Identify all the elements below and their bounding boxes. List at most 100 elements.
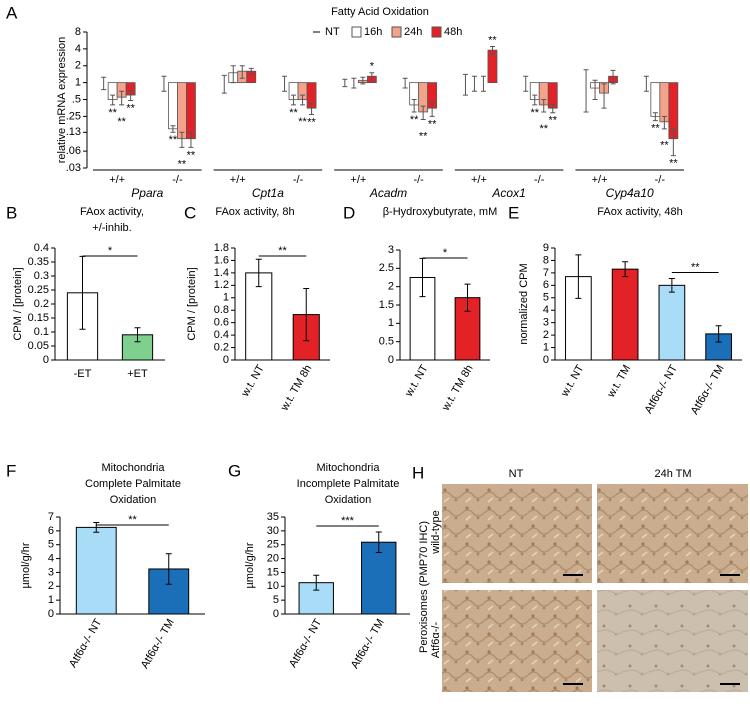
micrograph [442, 590, 592, 692]
x-tick-label: Atf6α-/- NT [643, 363, 681, 416]
error-bar [575, 254, 582, 299]
y-tick-label: 0 [273, 608, 279, 620]
chart-title: Incomplete Palmitate [297, 478, 400, 490]
y-tick-label: .06 [66, 145, 81, 157]
micrograph [597, 484, 748, 583]
error-bar [402, 77, 408, 89]
error-bar [715, 325, 722, 343]
y-tick-label: 3 [48, 566, 54, 578]
y-tick-label: 4 [48, 552, 54, 564]
y-tick-label: 5 [543, 292, 549, 304]
error-bar [248, 67, 254, 75]
error-bar [101, 76, 107, 91]
bar [168, 82, 178, 130]
error-bar [411, 99, 417, 113]
y-tick-label: 0.2 [34, 298, 49, 310]
error-bar [291, 94, 297, 106]
significance: ** [187, 149, 196, 161]
error-bar [255, 258, 262, 288]
group-label: Acadm [369, 186, 407, 200]
significance: * [370, 61, 375, 73]
y-tick-label: 0 [43, 354, 49, 366]
legend-swatch [391, 26, 402, 38]
y-tick-label: 1.5 [379, 299, 394, 311]
error-bar [480, 75, 486, 92]
y-tick-label: 0.25 [28, 284, 49, 296]
significance: ** [410, 114, 419, 126]
significance: ** [298, 116, 307, 128]
significance: ** [126, 102, 135, 114]
y-tick-label: 0.2 [214, 341, 229, 353]
x-tick-label: Atf6α-/- NT [287, 617, 325, 670]
panel-label: G [228, 461, 241, 480]
error-bar [170, 125, 176, 133]
y-tick-label: 0 [543, 354, 549, 366]
y-tick-label: 25 [267, 539, 279, 551]
group-label: Acox1 [491, 186, 525, 200]
row-title: Peroxisomes (PMP70 IHC) [418, 521, 430, 653]
x-tick-label: w.t. TM 8h [439, 363, 475, 414]
error-bar [523, 75, 529, 92]
chart-title: Mitochondria [317, 462, 381, 474]
bar [75, 526, 117, 615]
error-bar [643, 75, 649, 92]
chart-title: Complete Palmitate [85, 478, 181, 490]
error-bar [221, 74, 227, 94]
y-tick-label: 2 [48, 580, 54, 592]
y-tick-label: 0.05 [28, 340, 49, 352]
error-bar [188, 131, 194, 148]
bar [177, 82, 187, 140]
y-tick-label: 7 [48, 511, 54, 523]
y-tick-label: 4 [75, 43, 81, 55]
y-tick-label: 8 [543, 254, 549, 266]
y-tick-label: 2 [543, 329, 549, 341]
significance: ** [289, 107, 298, 119]
x-tick-label: +ET [127, 368, 148, 380]
y-tick-label: 1.2 [214, 279, 229, 291]
error-bar [532, 94, 538, 106]
y-tick-label: 0 [223, 354, 229, 366]
y-tick-label: 0.3 [34, 270, 49, 282]
column-label: NT [509, 468, 524, 480]
significance: * [108, 245, 113, 257]
error-bar [464, 283, 471, 312]
error-bar [541, 99, 547, 113]
x-tick-label: w.t. NT [239, 363, 267, 400]
y-tick-label: 0 [48, 608, 54, 620]
y-tick-label: 2 [388, 281, 394, 293]
y-tick-label: 6 [48, 525, 54, 537]
y-axis-label: relative mRNA expression [56, 37, 68, 164]
significance: ** [169, 134, 178, 146]
panel-label: E [508, 203, 519, 222]
y-tick-label: .13 [66, 126, 81, 138]
panel-label: F [6, 461, 16, 480]
x-tick-label: -/- [655, 174, 666, 186]
y-tick-label: 1 [75, 77, 81, 89]
bar [245, 272, 273, 361]
x-tick-label: Atf6α-/- TM [139, 617, 177, 671]
legend-label: 48h [444, 26, 462, 38]
panel-label: B [6, 203, 17, 222]
y-tick-label: 1.4 [214, 267, 229, 279]
significance: ** [419, 130, 428, 142]
error-bar [230, 65, 236, 84]
legend-swatch [431, 26, 442, 38]
y-tick-label: 5 [273, 594, 279, 606]
error-bar [282, 75, 288, 92]
chart-title: β-Hydroxybutyrate, mM [383, 206, 498, 218]
significance: ** [428, 118, 437, 130]
error-bar [309, 102, 315, 116]
chart-title: FAox activity, [80, 206, 144, 218]
error-bar [351, 77, 357, 89]
error-bar [119, 90, 125, 106]
y-tick-label: 1 [48, 594, 54, 606]
y-tick-label: 0.35 [28, 256, 49, 268]
group-label: Ppara [131, 186, 163, 200]
chart-title: +/-inhib. [92, 222, 131, 234]
x-tick-label: -/- [293, 174, 304, 186]
bar [361, 541, 397, 615]
y-tick-label: 20 [267, 552, 279, 564]
y-tick-label: 0.4 [214, 329, 229, 341]
error-bar [375, 531, 382, 553]
